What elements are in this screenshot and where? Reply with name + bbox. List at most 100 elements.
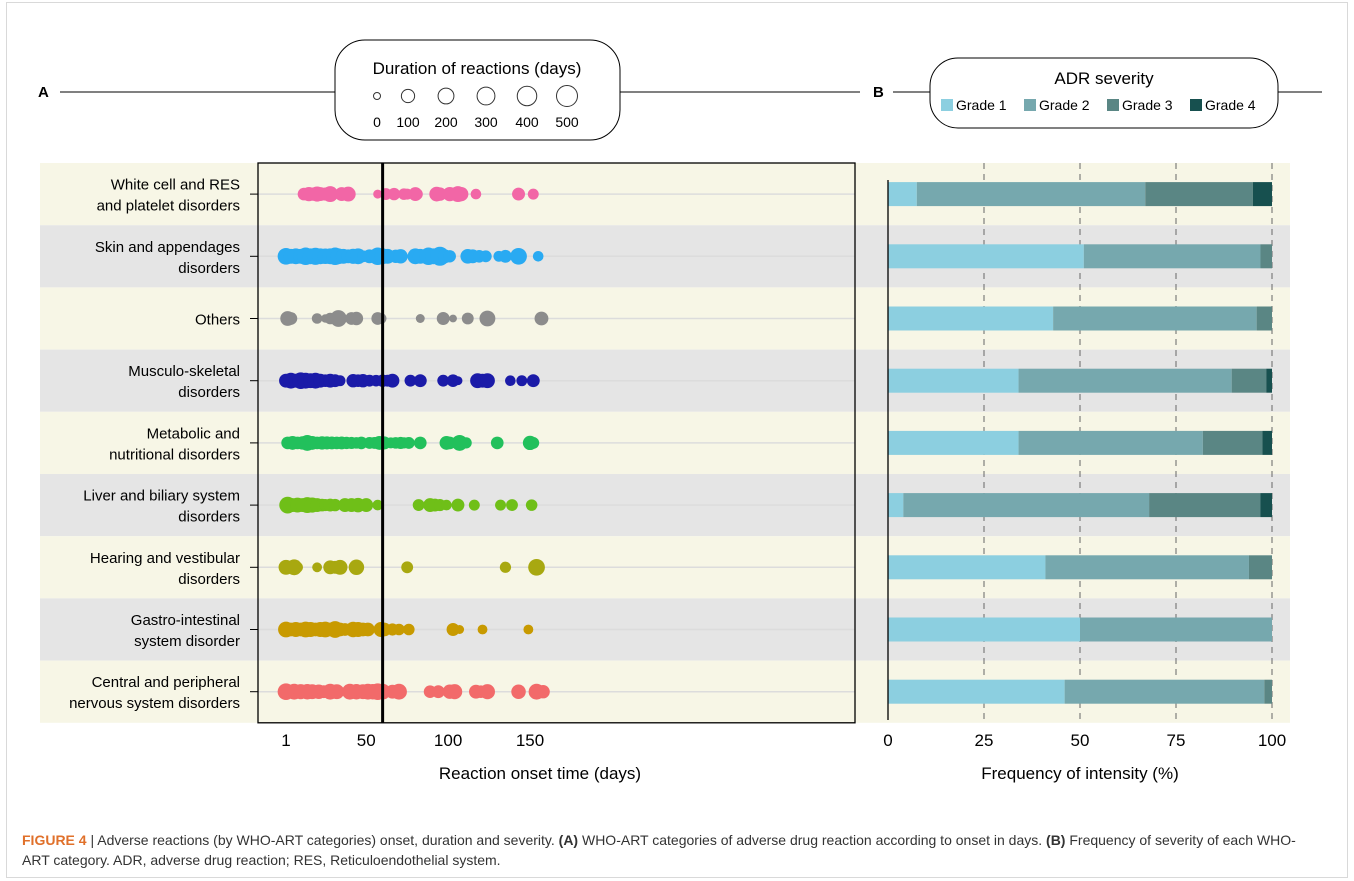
data-point [479,373,495,389]
size-legend-circle [476,86,496,106]
data-point [490,436,504,450]
category-label: Central and peripheral [92,674,240,691]
category-label: Metabolic and [147,425,240,442]
duration-legend-title: Duration of reactions (days) [373,59,582,78]
data-point [329,684,345,700]
data-point [373,189,383,199]
figure-caption: FIGURE 4 | Adverse reactions (by WHO-ART… [22,830,1322,870]
data-point [348,559,365,576]
severity-legend-label: Grade 4 [1205,97,1256,113]
panel-b-bars [888,182,1272,704]
bar-segment [888,679,1065,704]
panel-a-x-tick-label: 1 [281,731,290,750]
data-point [443,250,456,263]
data-point [340,186,356,202]
category-labels: White cell and RES and platelet disorders… [69,177,240,713]
data-point [328,498,342,512]
bar-segment [888,182,917,207]
data-point [511,684,526,699]
data-point [527,188,539,200]
size-legend-label: 100 [396,114,420,130]
data-point [393,249,408,264]
bar-segment [888,493,904,518]
bar-segment [1252,182,1272,207]
data-point [477,624,488,635]
severity-legend-label: Grade 3 [1122,97,1173,113]
data-point [453,376,463,386]
data-point [385,373,400,388]
caption-a-text: WHO-ART categories of adverse drug react… [578,832,1047,848]
bar-segment [1260,244,1272,269]
data-point [498,249,512,263]
data-point [312,562,323,573]
data-point [413,436,427,450]
bar-segment [888,244,1084,269]
data-point [349,311,364,326]
data-point [527,436,540,449]
category-label: Musculo-skeletal [128,363,240,380]
category-label: and platelet disorders [97,198,240,215]
caption-separator: | [86,832,98,848]
data-point [455,625,465,634]
data-point [436,312,450,325]
bar-segment [1231,368,1267,393]
category-label: disorders [178,260,240,277]
category-label: Hearing and vestibular [90,550,240,567]
data-point [461,312,474,325]
bar-segment [1264,679,1272,704]
data-point [402,436,415,449]
data-point [437,374,450,387]
data-point [322,186,339,203]
bar-segment [916,182,1146,207]
size-legend-circle [516,85,538,107]
bar-segment [1260,493,1272,518]
data-point [360,622,375,637]
data-point [412,499,425,512]
data-point [284,312,298,325]
data-point [411,188,423,200]
data-point [479,684,495,700]
panel-b-x-tick-label: 100 [1258,731,1286,750]
data-point [479,250,492,263]
data-point [375,313,387,324]
figure-canvas: White cell and RES and platelet disorders… [38,39,1322,783]
data-point [372,499,384,511]
data-point [354,436,368,450]
bar-segment [1045,555,1249,580]
axes: 1 50 100 150 0 25 50 75 100 [257,162,1286,750]
category-label: disorders [178,384,240,401]
bar-segment [1248,555,1272,580]
severity-swatch [941,99,953,111]
data-point [505,375,516,387]
data-point [415,314,425,323]
data-point [534,311,549,326]
bar-segment [1202,430,1263,455]
severity-legend-title: ADR severity [1054,69,1154,88]
data-point [311,313,323,324]
panel-b-x-tick-label: 0 [883,731,892,750]
data-point [470,188,482,200]
bar-segment [903,493,1150,518]
bar-segment [1149,493,1261,518]
bar-segment [888,617,1080,642]
severity-legend-items: Grade 1 Grade 2 Grade 3 Grade 4 [941,97,1256,113]
panel-b-x-tick-label: 25 [975,731,994,750]
bar-segment [1018,368,1232,393]
data-point [401,561,414,574]
data-point [433,187,447,201]
data-point [413,374,427,388]
bar-segment [1080,617,1272,642]
panel-b-label: B [873,84,884,101]
data-point [532,250,544,262]
duration-legend-sizes: 0 100 200 300 400 500 [373,85,579,130]
severity-legend-label: Grade 2 [1039,97,1090,113]
data-point [454,186,469,202]
panel-a-points [277,186,550,701]
category-label: disorders [178,571,240,588]
size-legend-circle [437,87,455,105]
size-legend-label: 500 [555,114,579,130]
data-point [334,375,346,387]
bar-segment [1064,679,1265,704]
data-point [330,310,347,327]
panel-a-label: A [38,84,49,101]
